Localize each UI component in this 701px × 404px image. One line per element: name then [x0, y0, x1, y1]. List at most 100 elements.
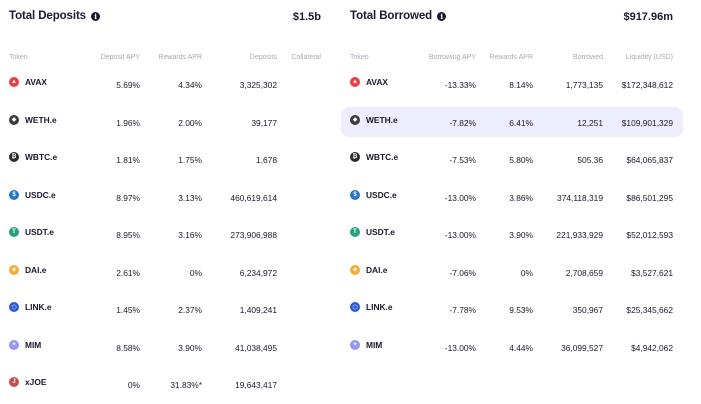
rewards-apr-cell: 31.83%*	[170, 380, 202, 390]
liquidity-cell: $52,012,593	[626, 230, 673, 240]
usdc-icon: $	[350, 189, 360, 200]
token-cell[interactable]: ◆ WETH.e	[9, 114, 57, 125]
info-icon[interactable]: i	[90, 11, 100, 21]
table-row[interactable]: ◆ WETH.e -7.82% 6.41% 12,251 $109,901,329	[341, 106, 683, 137]
token-cell[interactable]: ⬡ LINK.e	[350, 302, 393, 312]
table-row[interactable]: ◈ DAI.e 2.61% 0% 6,234,972	[0, 257, 330, 287]
borrowed-table-header: Token Borrowing APY Rewards APR Borrowed…	[341, 54, 683, 66]
borrowed-cell: 374,118,319	[557, 192, 603, 203]
rewards-apr-cell: 2.00%	[178, 117, 202, 128]
borrowed-cell: 12,251	[577, 117, 603, 128]
borrowed-cell: 1,773,135	[565, 80, 603, 90]
table-row[interactable]: ▲ AVAX 5.69% 4.34% 3,325,302	[0, 69, 330, 99]
deposit-apy-cell: 8.97%	[116, 192, 140, 203]
borrowed-cell: 36,099,527	[561, 342, 603, 353]
token-cell[interactable]: ✦ MIM	[350, 339, 383, 350]
token-name: MIM	[25, 339, 42, 350]
token-cell[interactable]: ◆ WETH.e	[350, 114, 398, 125]
deposits-title: Total Deposits	[9, 10, 86, 22]
deposit-apy-cell: 1.45%	[116, 305, 140, 315]
rewards-apr-cell: 5.80%	[509, 155, 533, 165]
token-name: DAI.e	[366, 264, 388, 275]
header-rewards-apr: Rewards APR	[489, 54, 533, 61]
table-row[interactable]: $ USDC.e 8.97% 3.13% 460,619,614	[0, 182, 330, 212]
deposit-apy-cell: 8.95%	[116, 230, 140, 240]
deposits-cell: 1,678	[256, 155, 277, 165]
header-borrowed: Borrowed	[573, 54, 603, 61]
token-cell[interactable]: ◈ DAI.e	[9, 264, 47, 275]
token-cell[interactable]: ⬡ LINK.e	[9, 302, 52, 312]
token-name: MIM	[366, 339, 383, 350]
deposits-total: $1.5b	[292, 11, 321, 23]
token-cell[interactable]: T USDT.e	[9, 227, 54, 237]
table-row[interactable]: ◈ DAI.e -7.06% 0% 2,708,659 $3,527,621	[341, 257, 683, 287]
liquidity-cell: $86,501,295	[626, 192, 673, 203]
borrowing-apy-cell: -13.00%	[444, 230, 476, 240]
token-cell[interactable]: $ USDC.e	[350, 189, 397, 200]
borrowed-total: $917.96m	[623, 11, 673, 23]
borrowing-apy-cell: -7.53%	[449, 155, 476, 165]
deposit-apy-cell: 1.96%	[116, 117, 140, 128]
header-liquidity: Liquidity (USD)	[625, 54, 673, 61]
deposit-apy-cell: 2.61%	[116, 267, 140, 278]
borrowed-title-group: Total Borrowed i	[350, 10, 447, 22]
token-name: WBTC.e	[366, 152, 399, 162]
deposits-cell: 19,643,417	[235, 380, 277, 390]
token-cell[interactable]: T USDT.e	[350, 227, 395, 237]
xjoe-icon: J	[9, 377, 19, 387]
token-cell[interactable]: ▲ AVAX	[9, 77, 47, 87]
liquidity-cell: $25,345,662	[626, 305, 673, 315]
table-row[interactable]: ₿ WBTC.e -7.53% 5.80% 505.36 $64,065,837	[341, 144, 683, 174]
liquidity-cell: $3,527,621	[631, 267, 673, 278]
borrowing-apy-cell: -13.00%	[444, 192, 476, 203]
table-row[interactable]: ₿ WBTC.e 1.81% 1.75% 1,678	[0, 144, 330, 174]
table-row[interactable]: ⬡ LINK.e -7.78% 9.53% 350,967 $25,345,662	[341, 294, 683, 324]
table-row[interactable]: ⬡ LINK.e 1.45% 2.37% 1,409,241	[0, 294, 330, 324]
deposits-cell: 273,906,988	[230, 230, 277, 240]
token-cell[interactable]: ✦ MIM	[9, 339, 42, 350]
mim-icon: ✦	[9, 339, 19, 350]
avax-icon: ▲	[9, 77, 19, 87]
rewards-apr-cell: 3.13%	[178, 192, 202, 203]
table-row[interactable]: ✦ MIM -13.00% 4.44% 36,099,527 $4,942,062	[341, 332, 683, 362]
token-name: USDC.e	[366, 189, 397, 200]
table-row[interactable]: T USDT.e -13.00% 3.90% 221,933,929 $52,012,59…	[341, 219, 683, 249]
rewards-apr-cell: 4.34%	[178, 80, 202, 90]
table-row[interactable]: $ USDC.e -13.00% 3.86% 374,118,319 $86,501,29…	[341, 182, 683, 212]
deposits-title-group: Total Deposits i	[9, 10, 100, 22]
deposit-apy-cell: 0%	[127, 380, 140, 390]
wbtc-icon: ₿	[9, 152, 19, 162]
token-cell[interactable]: ▲ AVAX	[350, 77, 388, 87]
borrowed-title: Total Borrowed	[350, 10, 433, 22]
table-row[interactable]: ✦ MIM 8.58% 3.90% 41,038,495	[0, 332, 330, 362]
deposits-cell: 1,409,241	[239, 305, 277, 315]
table-row[interactable]: ▲ AVAX -13.33% 8.14% 1,773,135 $172,348,612	[341, 69, 683, 99]
token-cell[interactable]: ₿ WBTC.e	[350, 152, 398, 162]
borrowed-cell: 505.36	[577, 155, 603, 165]
header-collateral: Collateral	[291, 54, 321, 61]
info-icon[interactable]: i	[437, 11, 447, 21]
deposit-apy-cell: 8.58%	[116, 342, 140, 353]
rewards-apr-cell: 3.86%	[509, 192, 533, 203]
deposits-title-row: Total Deposits i $1.5b	[0, 10, 330, 26]
token-name: USDT.e	[366, 227, 395, 237]
table-row[interactable]: ◆ WETH.e 1.96% 2.00% 39,177	[0, 107, 330, 137]
token-name: xJOE	[25, 377, 47, 387]
rewards-apr-cell: 0%	[189, 267, 202, 278]
token-cell[interactable]: $ USDC.e	[9, 189, 56, 200]
header-token: Token	[350, 54, 369, 61]
token-name: AVAX	[25, 77, 48, 87]
token-name: USDC.e	[25, 189, 56, 200]
deposit-apy-cell: 1.81%	[116, 155, 140, 165]
avax-icon: ▲	[350, 77, 360, 87]
link-icon: ⬡	[9, 302, 19, 312]
token-name: WBTC.e	[25, 152, 58, 162]
token-cell[interactable]: ₿ WBTC.e	[9, 152, 57, 162]
link-icon: ⬡	[350, 302, 360, 312]
usdt-icon: T	[9, 227, 19, 237]
token-cell[interactable]: ◈ DAI.e	[350, 264, 388, 275]
table-row[interactable]: T USDT.e 8.95% 3.16% 273,906,988	[0, 219, 330, 249]
token-name: DAI.e	[25, 264, 47, 275]
